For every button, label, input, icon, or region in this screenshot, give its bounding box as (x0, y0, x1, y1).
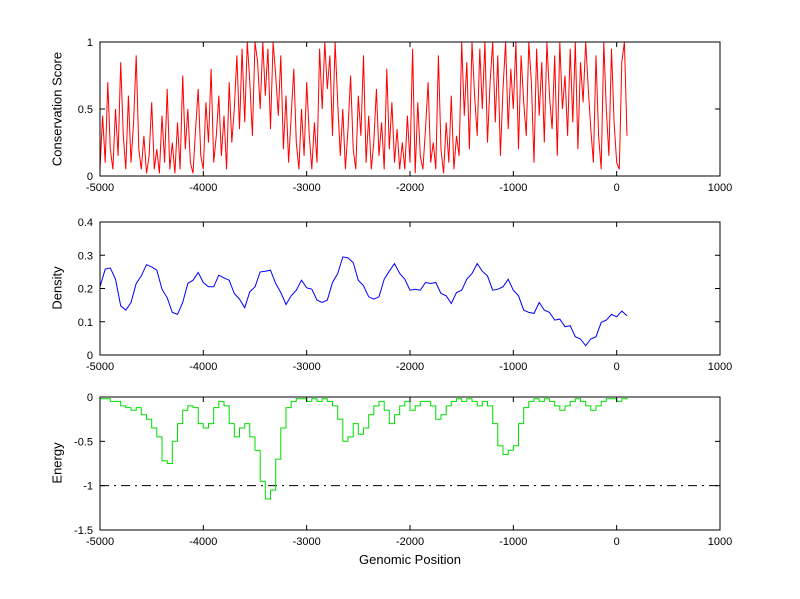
x-tick-label: -2000 (396, 182, 424, 194)
x-tick-label: -2000 (396, 536, 424, 548)
ylabel-conservation-score: Conservation Score (49, 51, 65, 167)
y-tick-label: 0.4 (78, 217, 93, 229)
energy-axes-box (99, 396, 721, 531)
x-tick-label: -4000 (189, 182, 217, 194)
conservation-score-line (99, 41, 628, 174)
y-tick-label: -0.5 (74, 436, 93, 448)
x-tick-label: 1000 (708, 361, 732, 373)
x-tick-label: -5000 (86, 182, 114, 194)
x-tick-label: -2000 (396, 361, 424, 373)
y-tick-label: -1.5 (74, 525, 93, 537)
density-axes-box (99, 221, 721, 356)
y-tick-label: 0.2 (78, 284, 93, 296)
xlabel-genomic-position: Genomic Position (359, 552, 461, 567)
x-tick-label: 1000 (708, 182, 732, 194)
x-tick-label: -5000 (86, 536, 114, 548)
x-tick-label: -3000 (293, 182, 321, 194)
x-tick-label: 0 (614, 182, 620, 194)
x-tick-label: -1000 (499, 361, 527, 373)
y-tick-label: 1 (87, 37, 93, 49)
x-tick-label: 1000 (708, 536, 732, 548)
x-tick-label: -3000 (293, 536, 321, 548)
y-tick-label: 0 (87, 392, 93, 404)
y-tick-label: 0.3 (78, 250, 93, 262)
density-line (99, 256, 628, 347)
y-tick-label: 0 (87, 171, 93, 183)
x-tick-label: -4000 (189, 536, 217, 548)
ylabel-density: Density (49, 266, 65, 310)
x-tick-label: -1000 (499, 536, 527, 548)
y-tick-label: 0.1 (78, 317, 93, 329)
x-tick-label: 0 (614, 361, 620, 373)
y-tick-label: -1 (83, 481, 93, 493)
x-tick-label: -1000 (499, 182, 527, 194)
energy-line (100, 397, 628, 500)
x-tick-label: -4000 (189, 361, 217, 373)
y-tick-label: 0.5 (78, 104, 93, 116)
ylabel-energy: Energy (49, 442, 65, 484)
x-tick-label: 0 (614, 536, 620, 548)
x-tick-label: -5000 (86, 361, 114, 373)
x-tick-label: -3000 (293, 361, 321, 373)
y-tick-label: 0 (87, 350, 93, 362)
